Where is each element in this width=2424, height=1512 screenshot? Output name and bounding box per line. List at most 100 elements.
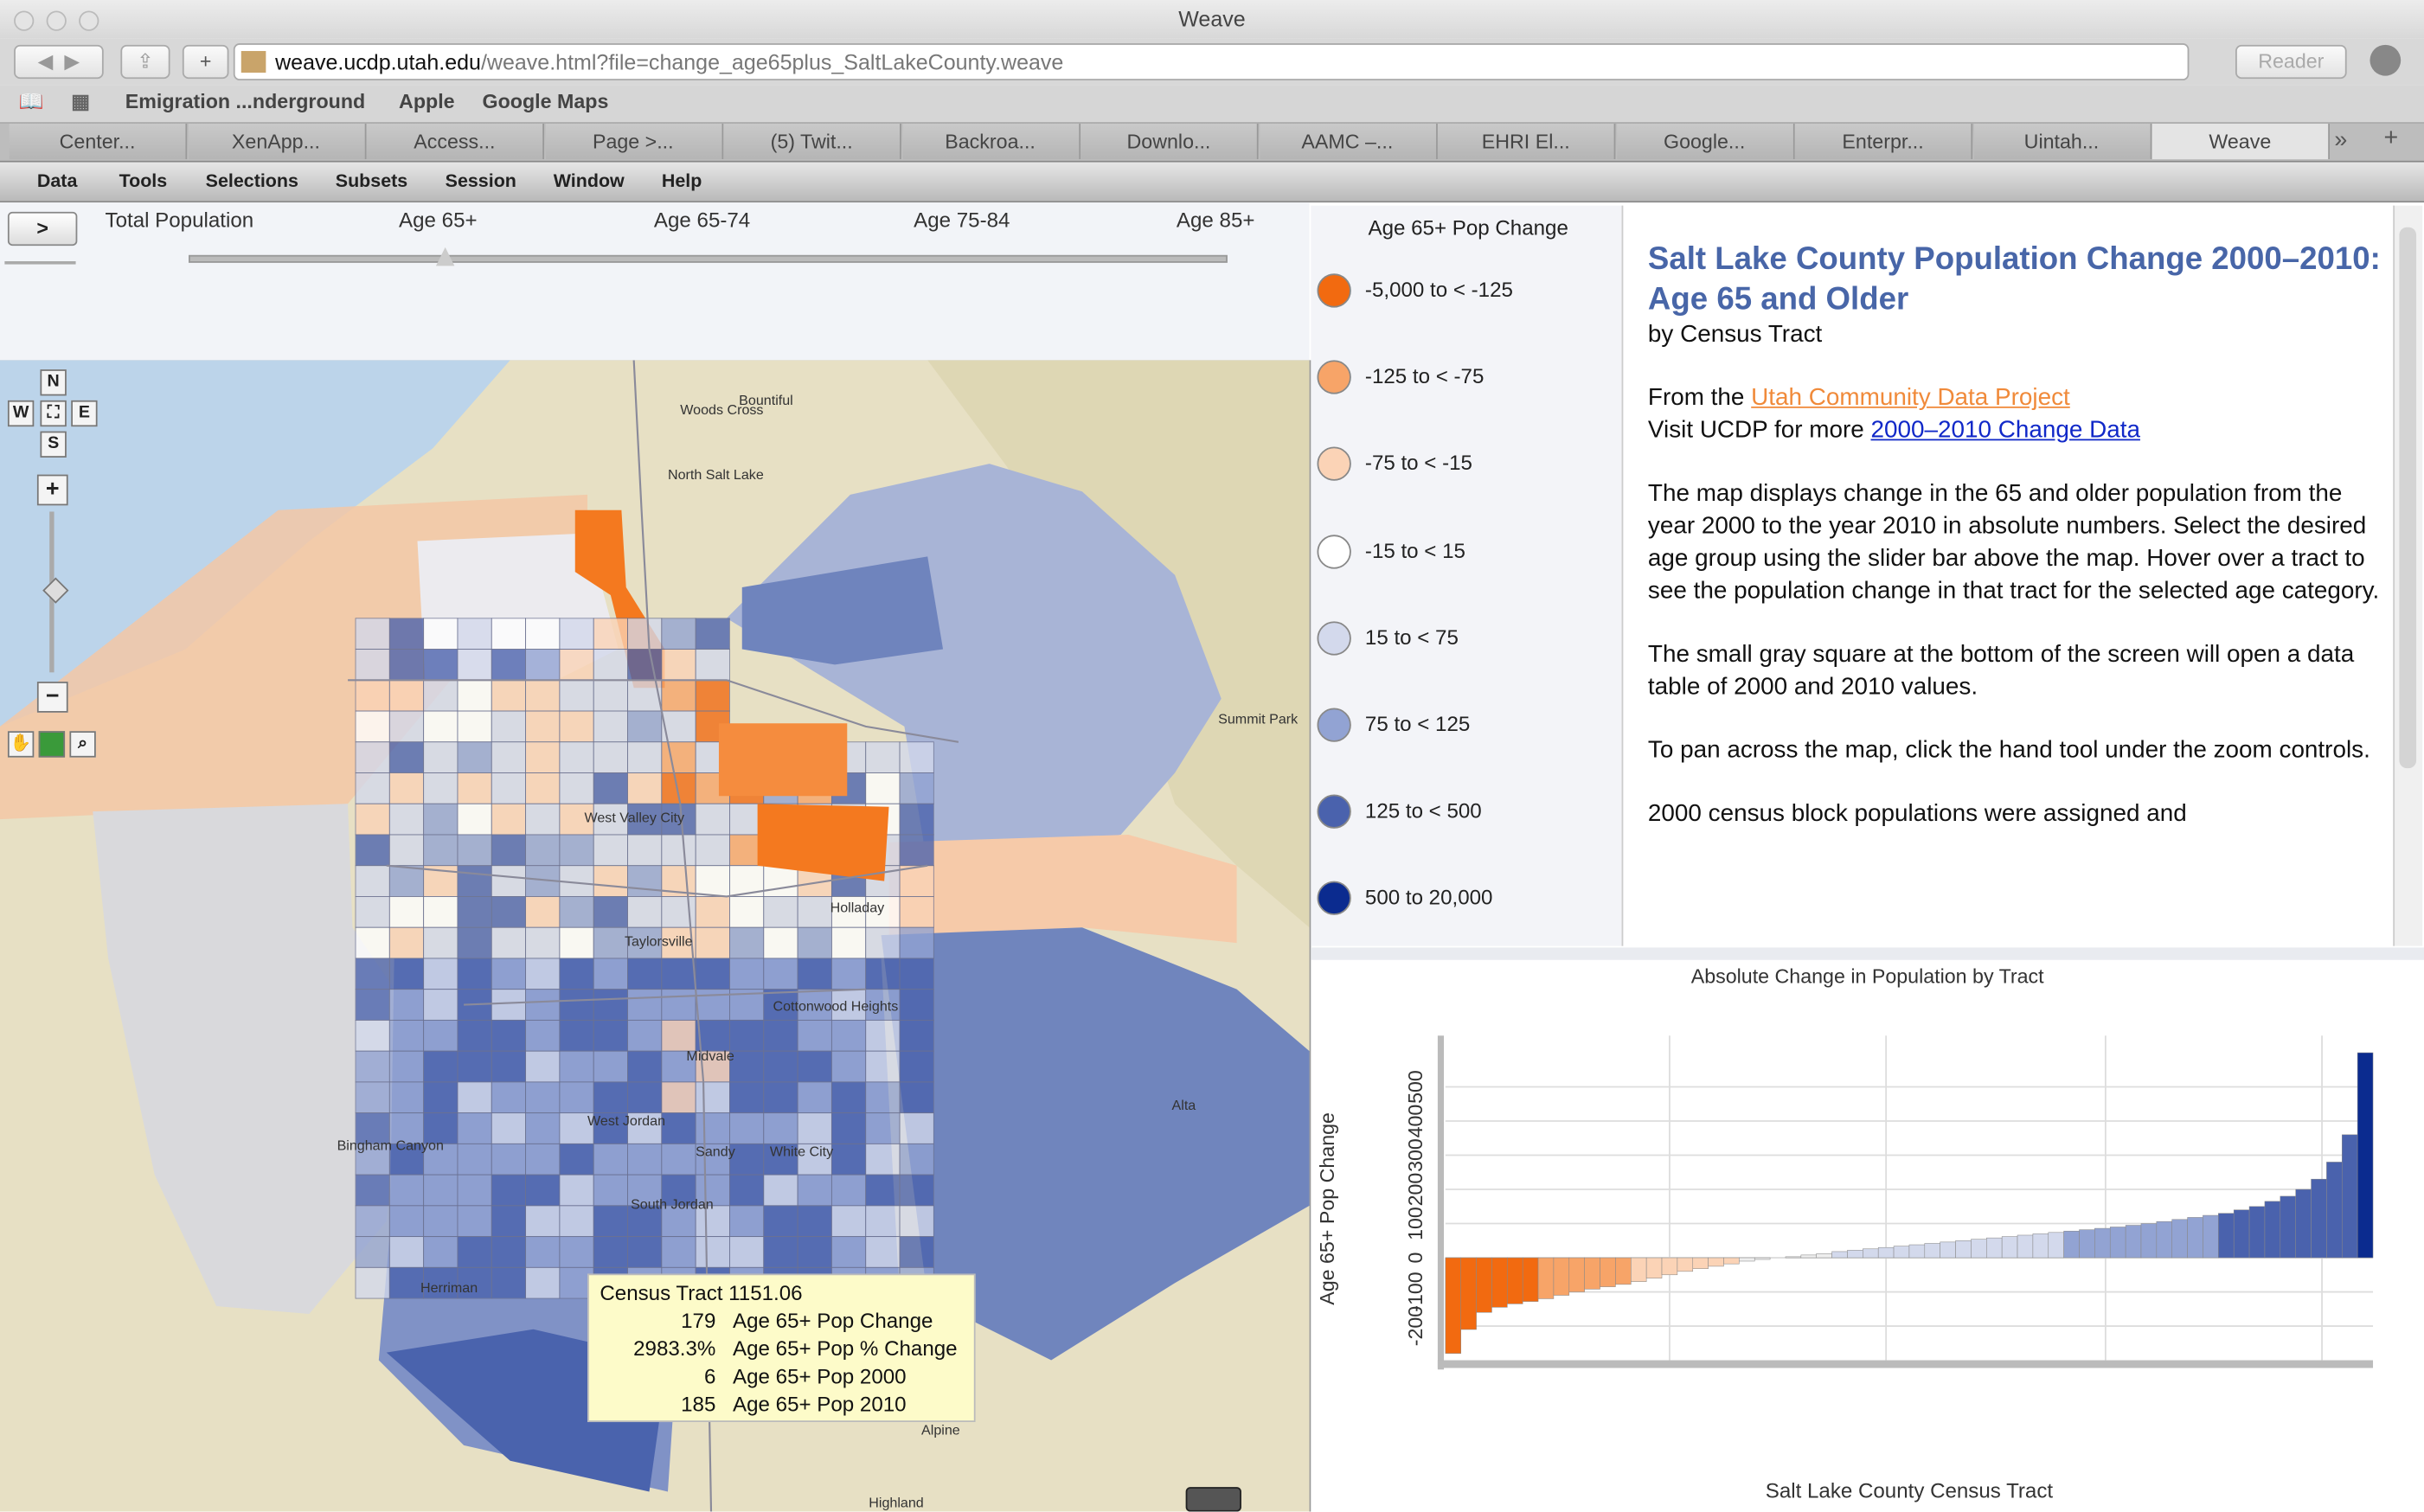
tab[interactable]: (5) Twit... xyxy=(723,123,901,160)
close-button[interactable] xyxy=(14,10,35,31)
zoom-in[interactable]: + xyxy=(36,474,68,506)
tract xyxy=(491,896,527,928)
bar xyxy=(2140,1223,2158,1259)
bookmark[interactable]: Apple xyxy=(399,89,455,113)
zoom-tool[interactable]: ⌕ xyxy=(69,731,96,758)
tract xyxy=(355,1236,390,1268)
zoom-button[interactable] xyxy=(79,10,99,31)
tract xyxy=(559,834,594,867)
road xyxy=(348,679,959,743)
tab-bar: Center... XenApp... Access... Page >... (5) … xyxy=(0,123,2424,163)
subtitle: by Census Tract xyxy=(1647,321,1823,349)
bookmark[interactable]: Emigration ...nderground xyxy=(125,89,366,113)
tract xyxy=(593,1205,628,1238)
link[interactable]: 2000–2010 Change Data xyxy=(1870,417,2140,445)
bar xyxy=(1568,1257,1585,1292)
tract xyxy=(388,1143,425,1176)
data-table-button[interactable] xyxy=(1185,1487,1241,1512)
tract xyxy=(797,958,832,990)
tab[interactable]: Google... xyxy=(1616,123,1794,160)
tract xyxy=(899,1019,934,1052)
tract xyxy=(423,649,459,681)
chart-panel: Absolute Change in Population by Tract S… xyxy=(1311,947,2424,1512)
downloads-button[interactable] xyxy=(2369,44,2402,76)
tract xyxy=(559,618,594,650)
new-tab[interactable]: + xyxy=(2383,125,2399,152)
tract xyxy=(457,926,492,959)
y-tick-label: 500 xyxy=(1404,1070,1427,1104)
scroll-thumb[interactable] xyxy=(2399,227,2417,769)
pan-north[interactable]: N xyxy=(40,369,67,396)
menu-item[interactable]: Help xyxy=(661,170,702,192)
tract xyxy=(525,1174,561,1207)
link[interactable]: Utah Community Data Project xyxy=(1751,385,2070,413)
tract xyxy=(423,989,459,1021)
tab[interactable]: Center... xyxy=(9,123,188,160)
tract xyxy=(355,741,390,773)
tab[interactable]: Page >... xyxy=(544,123,723,160)
slider-thumb[interactable] xyxy=(435,247,455,266)
zoom-extent[interactable]: ⛶ xyxy=(40,400,67,427)
tract xyxy=(763,1019,798,1052)
tract xyxy=(661,1081,696,1114)
pan-west[interactable]: W xyxy=(7,400,35,427)
paragraph: 2000 census block populations were assig… xyxy=(1647,801,2187,828)
hand-tool[interactable]: ✋ xyxy=(7,731,35,758)
select-tool[interactable] xyxy=(38,731,66,758)
tract xyxy=(797,1174,832,1207)
scrollbar[interactable] xyxy=(2393,205,2423,946)
tab[interactable]: EHRI El... xyxy=(1437,123,1616,160)
y-tick-label: 100 xyxy=(1404,1207,1427,1240)
pan-east[interactable]: E xyxy=(71,400,98,427)
tract xyxy=(423,926,459,959)
tab[interactable]: AAMC –... xyxy=(1259,123,1438,160)
tract xyxy=(899,1050,934,1083)
new-tab-button[interactable]: + xyxy=(182,44,229,80)
menu-item[interactable]: Window xyxy=(553,170,625,192)
tract xyxy=(355,989,390,1021)
tract xyxy=(593,865,628,897)
tract xyxy=(661,834,696,867)
menu-item[interactable]: Subsets xyxy=(335,170,408,192)
tooltip-label: Age 65+ Pop 2010 xyxy=(733,1393,907,1416)
tab[interactable]: XenApp... xyxy=(188,123,366,160)
menu-item[interactable]: Data xyxy=(36,170,78,192)
tab[interactable]: Downlo... xyxy=(1081,123,1259,160)
window-title: Weave xyxy=(1178,6,1246,31)
tract xyxy=(491,926,527,959)
menu-item[interactable]: Tools xyxy=(119,170,168,192)
menu-item[interactable]: Session xyxy=(445,170,516,192)
tab[interactable]: Access... xyxy=(366,123,545,160)
tract xyxy=(763,1205,798,1238)
tract xyxy=(865,958,901,990)
tract xyxy=(525,896,561,928)
paragraph: The map displays change in the 65 and ol… xyxy=(1647,481,2380,604)
tab[interactable]: Uintah... xyxy=(1973,123,2151,160)
tract xyxy=(388,1081,425,1114)
minimize-button[interactable] xyxy=(46,10,67,31)
tract xyxy=(559,772,594,804)
tab-overflow[interactable]: » xyxy=(2334,126,2348,153)
tract xyxy=(763,1236,798,1268)
tab[interactable]: Enterpr... xyxy=(1794,123,1973,160)
tract xyxy=(593,958,628,990)
back-forward[interactable]: ◀ ▶ xyxy=(14,44,104,80)
reader-button[interactable]: Reader xyxy=(2235,44,2347,80)
reading-list-icon[interactable]: 📖 xyxy=(18,89,44,113)
tract xyxy=(457,834,492,867)
pan-south[interactable]: S xyxy=(40,431,67,458)
top-sites-icon[interactable]: ▦ xyxy=(71,89,91,113)
tract xyxy=(899,958,934,990)
bookmark[interactable]: Google Maps xyxy=(482,89,609,113)
bar xyxy=(2032,1233,2049,1259)
tab[interactable]: Weave xyxy=(2151,123,2330,160)
menu-item[interactable]: Selections xyxy=(205,170,298,192)
play-button[interactable]: > xyxy=(7,211,78,247)
share-button[interactable]: ⇪ xyxy=(120,44,170,80)
bar xyxy=(1877,1246,1895,1259)
address-bar[interactable]: weave.ucdp.utah.edu/weave.html?file=chan… xyxy=(233,43,2190,80)
tract xyxy=(355,958,390,990)
zoom-out[interactable]: − xyxy=(36,682,68,713)
tract xyxy=(661,1143,696,1176)
tab[interactable]: Backroa... xyxy=(901,123,1081,160)
